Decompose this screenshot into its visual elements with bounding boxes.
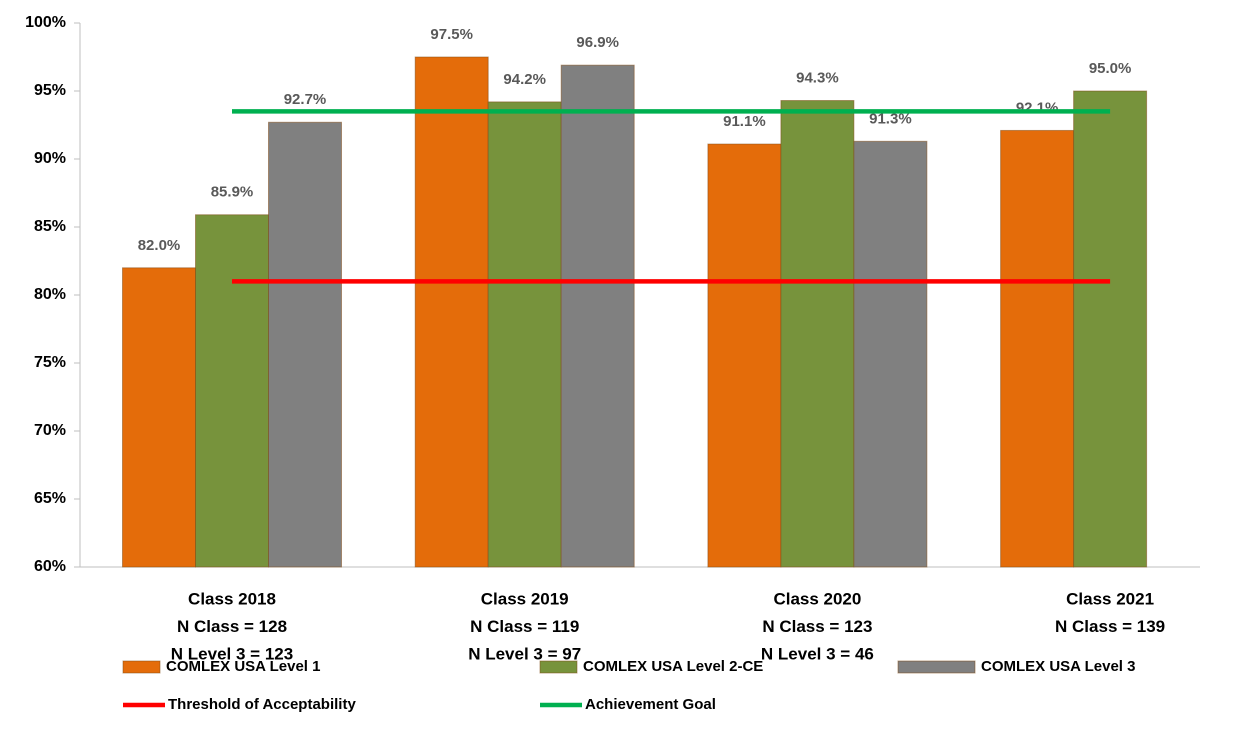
data-label: 82.0% [138,237,181,254]
bar [780,100,855,568]
bar [268,121,342,568]
legend-label: COMLEX USA Level 3 [981,658,1135,675]
data-label: 92.1% [1016,99,1059,116]
x-tick-label: N Class = 119 [470,617,579,636]
x-tick-label: Class 2018 [188,589,276,608]
legend-swatch [122,660,161,674]
bar [1073,90,1148,568]
data-label: 91.1% [723,113,766,130]
data-label: 95.0% [1089,60,1132,77]
bar [707,143,782,568]
bar [122,267,196,568]
y-tick-label: 75% [34,354,66,371]
y-tick-label: 60% [34,558,66,575]
x-tick-label: N Level 3 = 46 [761,644,874,663]
bar [195,214,269,568]
y-tick-label: 85% [34,218,66,235]
x-tick-label: N Level 3 = 123 [171,644,293,663]
x-tick-label: Class 2019 [481,589,569,608]
legend-label: COMLEX USA Level 1 [166,658,320,675]
data-label: 85.9% [211,184,254,201]
data-label: 96.9% [576,34,619,51]
legend-swatch [897,660,976,674]
bar [487,101,562,568]
x-tick-label: Class 2021 [1066,589,1154,608]
data-label: 92.7% [284,91,327,108]
y-tick-label: 95% [34,82,66,99]
bar [560,64,635,568]
data-label: 91.3% [869,110,912,127]
x-tick-label: N Level 3 = 97 [468,644,581,663]
legend-label: COMLEX USA Level 2-CE [583,658,763,675]
y-tick-label: 65% [34,490,66,507]
x-tick-label: Class 2020 [773,589,861,608]
data-label: 94.3% [796,69,839,86]
bar [853,140,928,568]
legend-label: Achievement Goal [585,696,716,713]
x-tick-label: N Class = 128 [177,617,287,636]
bar [414,56,489,568]
y-tick-label: 70% [34,422,66,439]
y-tick-label: 80% [34,286,66,303]
data-label: 97.5% [430,26,473,43]
y-tick-label: 90% [34,150,66,167]
legend-swatch [539,660,578,674]
data-label: 94.2% [503,71,546,88]
y-tick-label: 100% [25,14,66,31]
bar [1000,129,1075,568]
x-tick-label: N Class = 139 [1055,617,1165,636]
x-tick-label: N Class = 123 [762,617,872,636]
legend-label: Threshold of Acceptability [168,696,356,713]
